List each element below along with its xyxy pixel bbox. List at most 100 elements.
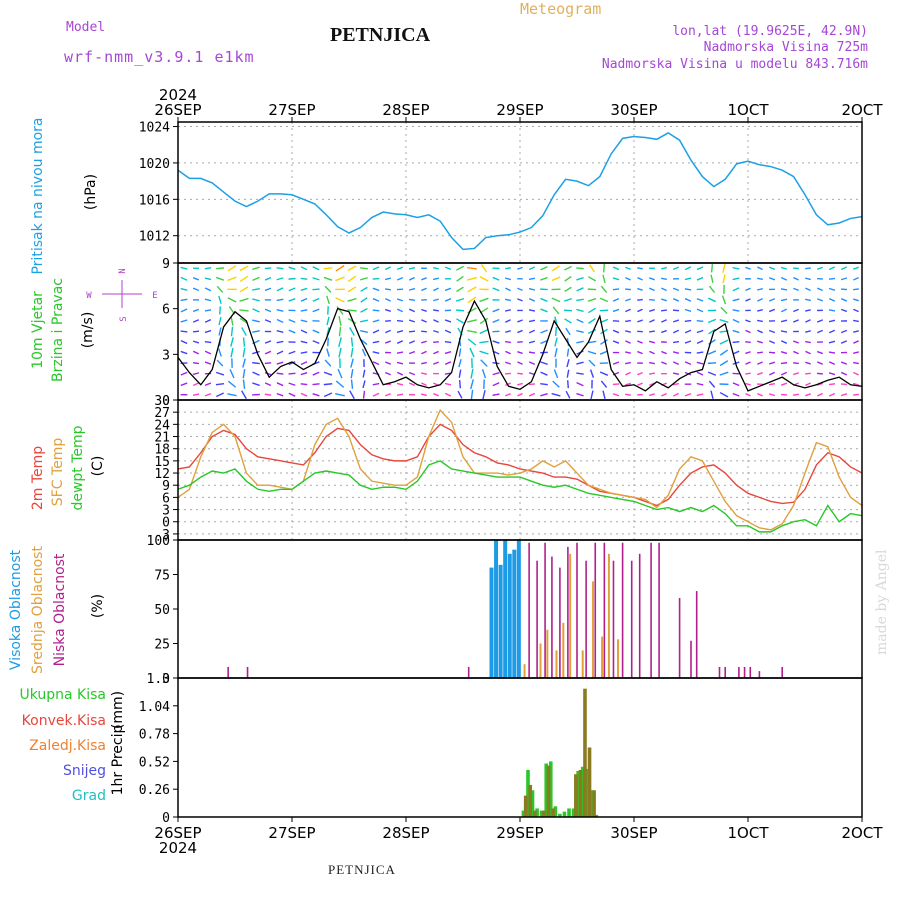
wind-arrow xyxy=(719,371,729,376)
wind-arrow xyxy=(230,337,234,347)
wind-arrow xyxy=(242,337,246,347)
wind-arrow xyxy=(840,298,848,302)
wind-arrow xyxy=(840,340,848,344)
wind-arrow xyxy=(492,318,500,323)
wind-arrow xyxy=(264,350,272,355)
wind-arrow xyxy=(684,277,692,281)
wind-arrow xyxy=(684,340,692,344)
wind-arrow xyxy=(300,383,308,386)
wind-arrow xyxy=(180,287,188,291)
wind-arrow xyxy=(587,297,597,302)
wind-arrow xyxy=(732,309,740,312)
wind-arrow xyxy=(288,319,296,323)
wind-arrow xyxy=(564,318,572,324)
wind-arrow xyxy=(347,317,357,325)
wind-arrow xyxy=(661,361,667,365)
wind-arrow xyxy=(433,298,439,302)
wind-arrow xyxy=(684,361,692,365)
wind-arrow xyxy=(637,308,643,313)
wind-arrow xyxy=(338,347,342,358)
precip-legend-item: Grad xyxy=(72,788,106,804)
wind-arrow xyxy=(204,382,212,387)
wind-arrow xyxy=(625,330,631,333)
wind-arrow xyxy=(672,351,680,355)
wind-arrow xyxy=(649,340,655,344)
wind-arrow xyxy=(458,380,462,389)
wind-arrow xyxy=(828,329,836,334)
wind-arrow xyxy=(456,265,464,271)
wind-arrow xyxy=(661,277,667,281)
wind-arrow xyxy=(252,319,260,323)
wind-arrow xyxy=(372,361,380,366)
precip-bar xyxy=(592,790,596,817)
temp-axis-title-3: dewpt Temp xyxy=(70,425,86,510)
wind-arrow xyxy=(566,359,570,368)
wind-arrow xyxy=(192,361,200,365)
wind-arrow xyxy=(853,351,859,354)
wind-arrow xyxy=(696,351,704,354)
wind-arrow xyxy=(276,330,284,333)
wind-arrow xyxy=(338,337,342,347)
wind-arrow xyxy=(192,319,200,323)
wind-arrow xyxy=(479,275,489,282)
wind-arrow xyxy=(637,340,643,344)
precip-bar xyxy=(526,769,530,817)
wind-arrow xyxy=(517,329,523,334)
wind-arrow xyxy=(433,277,439,281)
precip-bar xyxy=(567,808,571,817)
wind-arrow xyxy=(252,361,260,365)
wind-arrow xyxy=(349,390,355,400)
wind-arrow xyxy=(396,319,404,323)
wind-arrow xyxy=(576,287,584,292)
wind-arrow xyxy=(239,297,249,302)
pressure-unit: (hPa) xyxy=(83,174,99,210)
wind-arrow xyxy=(264,393,272,396)
wind-arrow xyxy=(649,287,655,292)
wind-arrow xyxy=(710,274,714,284)
wind-arrow xyxy=(479,317,489,325)
wind-arrow xyxy=(444,319,452,323)
wind-arrow xyxy=(204,277,212,281)
wind-arrow xyxy=(720,306,728,315)
wind-arrow xyxy=(805,267,811,270)
wind-arrow xyxy=(396,340,404,344)
wind-arrow xyxy=(649,298,655,301)
wind-arrow xyxy=(625,319,631,323)
wind-arrow xyxy=(204,319,212,323)
wind-arrow xyxy=(637,371,643,376)
wind-arrow xyxy=(192,393,200,397)
wind-arrow xyxy=(805,393,811,397)
wind-arrow xyxy=(853,276,859,281)
wind-arrow xyxy=(192,372,200,376)
wind-arrow xyxy=(576,361,584,365)
wind-arrow xyxy=(600,285,608,294)
wind-arrow xyxy=(554,337,558,347)
wind-arrow xyxy=(625,361,631,365)
cloud-axis-title-2: Srednja Oblacnost xyxy=(30,546,46,674)
wind-arrow xyxy=(227,276,237,282)
cloud-bar xyxy=(601,636,604,678)
wind-arrow xyxy=(481,369,487,379)
wind-arrow xyxy=(551,297,561,303)
wind-arrow xyxy=(433,361,439,365)
wind-arrow xyxy=(768,266,776,271)
wind-arrow xyxy=(707,318,717,324)
y-tick-label: 6 xyxy=(162,303,170,318)
wind-arrow xyxy=(625,266,631,270)
wind-arrow xyxy=(517,298,523,302)
wind-arrow xyxy=(505,267,511,270)
wind-arrow xyxy=(408,266,416,270)
precip-legend-item: Ukupna Kisa xyxy=(19,687,106,703)
wind-arrow xyxy=(612,277,620,281)
wind-arrow xyxy=(625,298,631,302)
compass-n-label: N xyxy=(118,268,128,273)
wind-arrow xyxy=(649,330,655,333)
wind-arrow xyxy=(719,318,729,323)
wind-arrow xyxy=(637,298,643,301)
wind-arrow xyxy=(467,276,477,281)
wind-arrow xyxy=(252,287,260,291)
wind-arrow xyxy=(241,327,247,336)
wind-arrow xyxy=(649,319,655,323)
wind-arrow xyxy=(517,382,523,386)
wind-arrow xyxy=(492,287,500,292)
